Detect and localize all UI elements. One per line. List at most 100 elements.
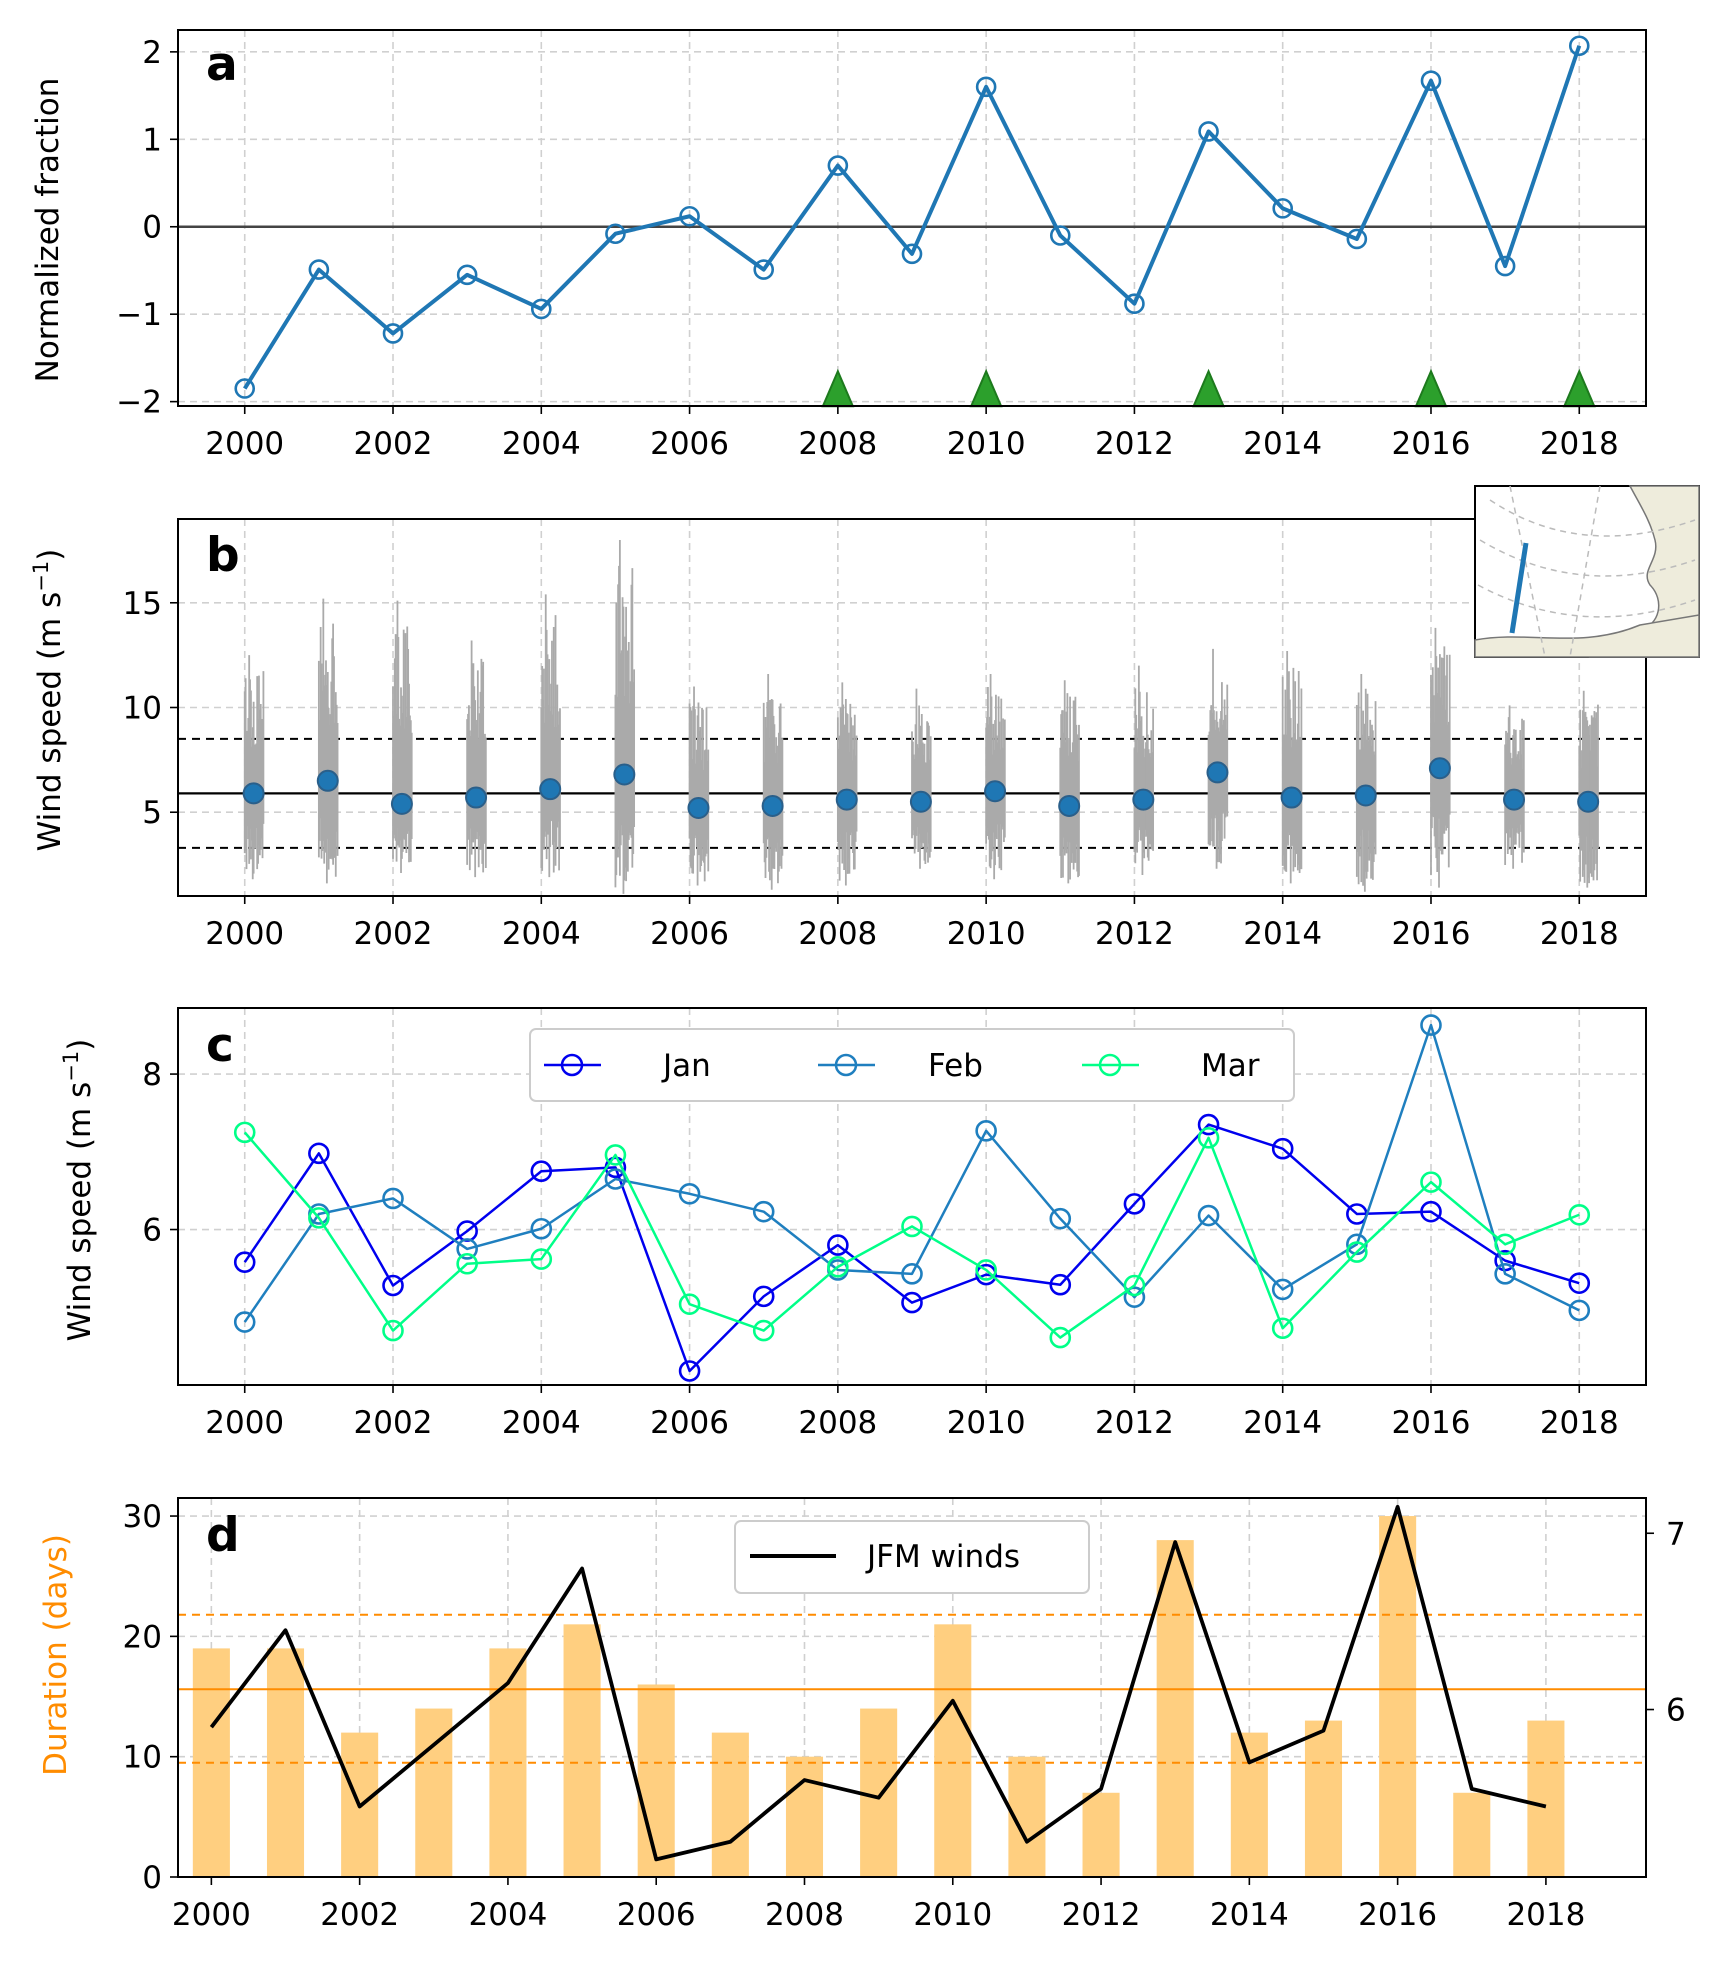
data-point-mar <box>1123 1274 1146 1297</box>
data-point-jan <box>901 1291 923 1314</box>
y-tick-label: 8 <box>142 1057 162 1093</box>
data-point-jan <box>530 1160 553 1183</box>
x-tick-label: 2012 <box>1095 426 1174 462</box>
x-tick-label: 2008 <box>765 1897 844 1933</box>
seasonal-mean-point <box>390 792 413 815</box>
duration-bar <box>1082 1792 1120 1877</box>
duration-bar <box>860 1708 898 1877</box>
x-tick-label: 2018 <box>1506 1897 1585 1933</box>
data-point-jan <box>308 1142 330 1165</box>
y-tick-label: 10 <box>123 691 162 727</box>
x-tick-label: 2004 <box>468 1897 547 1933</box>
data-point <box>1049 225 1071 246</box>
seasonal-mean-point <box>1428 757 1451 780</box>
data-point-feb <box>530 1217 553 1240</box>
plot-frame <box>177 1007 1647 1386</box>
x-tick-label: 2012 <box>1062 1897 1141 1933</box>
x-tick-label: 2014 <box>1243 1405 1322 1441</box>
data-point <box>1420 70 1442 92</box>
x-tick-label: 2002 <box>354 916 433 952</box>
data-point <box>1124 293 1145 314</box>
series-line <box>243 45 1582 390</box>
x-tick-label: 2016 <box>1392 426 1471 462</box>
duration-bar <box>711 1732 749 1877</box>
y-tick-label: 10 <box>123 1740 162 1776</box>
seasonal-mean-point <box>539 778 562 801</box>
data-point-feb <box>382 1187 404 1210</box>
legend-marker-mar <box>1098 1053 1122 1077</box>
panel-d-axes: 2000 2002 2004 2006 2008 2010 2012 2014 2016 2018… <box>123 1497 1686 1933</box>
x-tick-label: 2006 <box>650 1405 729 1441</box>
data-point-feb <box>233 1311 256 1333</box>
y-tick-label: −2 <box>116 385 162 421</box>
panel-d-ylabel: Duration (days) <box>38 1534 74 1776</box>
data-point <box>605 223 626 245</box>
inset-transect-line <box>1509 542 1529 634</box>
x-tick-label: 2010 <box>947 426 1026 462</box>
data-point <box>1494 255 1516 277</box>
data-point <box>308 259 330 280</box>
data-point <box>1198 121 1219 142</box>
y-tick-label: 0 <box>142 1860 162 1896</box>
x-tick-label: 2006 <box>650 916 729 952</box>
panel-b-label: b <box>206 528 240 583</box>
panel-b-marks <box>242 539 1600 894</box>
legend-marker-feb <box>834 1053 858 1077</box>
data-point-jan <box>1197 1113 1220 1136</box>
x-tick-label: 2014 <box>1243 426 1322 462</box>
x-tick-label: 2012 <box>1095 916 1174 952</box>
seasonal-mean-point <box>909 790 932 813</box>
panel-c-ylabel: Wind speed (m s−1) <box>59 1039 98 1342</box>
data-point-feb <box>1271 1278 1294 1301</box>
data-point-mar <box>1494 1233 1516 1256</box>
seasonal-mean-point <box>1354 784 1377 807</box>
data-point-feb <box>1494 1263 1516 1285</box>
data-point <box>1346 228 1368 250</box>
data-point <box>382 323 404 344</box>
duration-bar <box>1379 1516 1417 1877</box>
data-point-mar <box>827 1256 849 1278</box>
y-tick-label: −1 <box>116 297 162 333</box>
legend-marker-jan <box>560 1053 584 1077</box>
data-point-mar <box>382 1319 404 1342</box>
series-line-mar <box>243 1131 1580 1339</box>
x-tick-label: 2016 <box>1392 916 1471 952</box>
data-point-feb <box>1568 1299 1591 1322</box>
duration-bar <box>563 1624 601 1877</box>
data-point <box>901 243 923 265</box>
y2-tick-label: 6 <box>1666 1693 1686 1729</box>
seasonal-mean-point <box>984 780 1007 803</box>
x-tick-label: 2008 <box>798 426 877 462</box>
seasonal-mean-point <box>316 769 339 792</box>
duration-bar <box>785 1756 824 1877</box>
seasonal-mean-point <box>1577 790 1600 813</box>
legend-label-jan: Jan <box>661 1048 711 1084</box>
x-tick-label: 2008 <box>798 916 877 952</box>
y-tick-label: 20 <box>123 1619 162 1655</box>
data-point-jan <box>827 1234 849 1256</box>
x-tick-label: 2016 <box>1358 1897 1437 1933</box>
event-triangle-marker <box>821 368 855 408</box>
data-point-mar <box>1346 1241 1368 1263</box>
y-tick-label: 15 <box>123 586 162 622</box>
inset-map <box>1474 485 1700 658</box>
data-point-mar <box>456 1252 478 1275</box>
plot-frame <box>177 518 1647 897</box>
jfm-winds-line <box>209 1504 1547 1862</box>
x-tick-label: 2014 <box>1243 916 1322 952</box>
panel-d-marks <box>209 1504 1547 1862</box>
data-point-jan <box>1420 1200 1442 1223</box>
seasonal-mean-point <box>835 788 858 811</box>
x-tick-label: 2002 <box>354 426 433 462</box>
data-point <box>975 76 997 98</box>
seasonal-mean-point <box>1280 786 1303 809</box>
data-point-mar <box>901 1215 923 1238</box>
x-tick-label: 2010 <box>913 1897 992 1933</box>
x-tick-label: 2018 <box>1540 426 1619 462</box>
data-point-jan <box>456 1220 478 1242</box>
seasonal-mean-point <box>465 786 488 809</box>
data-point-mar <box>604 1144 627 1166</box>
x-tick-label: 2016 <box>1392 1405 1471 1441</box>
data-point-mar <box>308 1207 330 1229</box>
